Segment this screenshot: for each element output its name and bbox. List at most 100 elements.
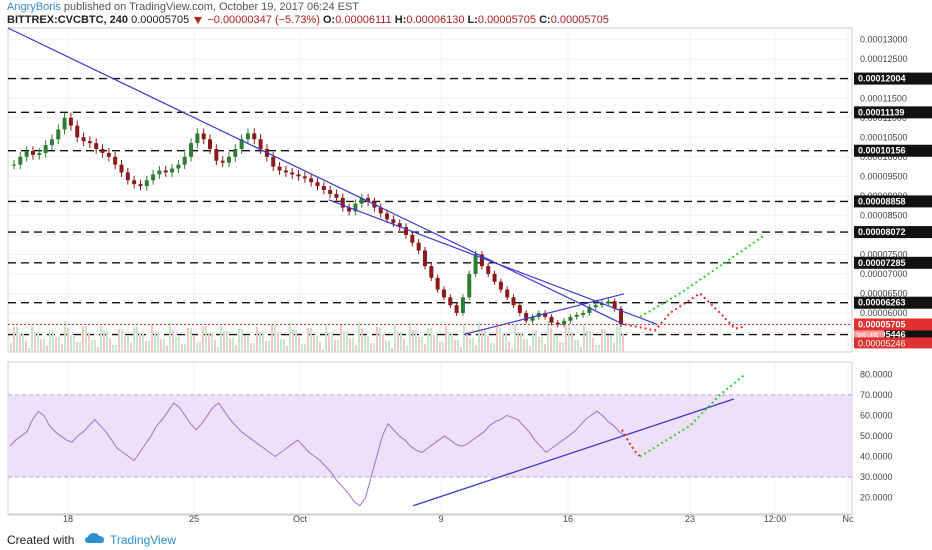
volume-bar — [406, 346, 408, 352]
volume-bar — [601, 329, 603, 352]
volume-bar — [139, 334, 141, 352]
trendline — [463, 293, 625, 336]
candle-body — [138, 184, 143, 187]
volume-bar — [31, 325, 33, 352]
volume-bar — [226, 331, 228, 352]
candle-body — [43, 145, 48, 153]
candle-body — [163, 170, 168, 173]
candle-body — [106, 152, 111, 157]
volume-bar — [208, 333, 210, 352]
volume-bar — [118, 329, 120, 352]
volume-bar — [370, 343, 372, 352]
volume-bar — [520, 332, 522, 352]
high-value: 0.00006130 — [406, 14, 465, 26]
volume-bar — [265, 341, 267, 352]
price-tick-label: 0.00006000 — [860, 308, 908, 318]
candle-body — [524, 312, 529, 321]
x-tick-label: 25 — [189, 514, 199, 524]
chart-canvas[interactable]: 0.000130000.000125000.000120000.00011500… — [0, 0, 932, 526]
candle-body — [404, 227, 409, 235]
volume-bar — [247, 336, 249, 352]
candle-body — [416, 242, 421, 251]
candle-body — [144, 180, 149, 187]
volume-bar — [400, 332, 402, 352]
volume-bar — [394, 325, 396, 352]
volume-bar — [34, 332, 36, 352]
volume-bar — [73, 335, 75, 352]
volume-bar — [595, 345, 597, 352]
candle-body — [157, 170, 162, 175]
volume-bar — [550, 328, 552, 352]
tradingview-logo-icon — [85, 533, 104, 543]
volume-bar — [256, 327, 258, 352]
volume-bar — [145, 341, 147, 352]
volume-bar — [424, 344, 426, 352]
volume-bar — [391, 348, 393, 352]
candle-body — [397, 223, 402, 228]
volume-bar — [547, 321, 549, 352]
author-link[interactable]: AngryBoris — [7, 1, 61, 13]
candle-body — [12, 164, 16, 166]
x-tick-label: Oct — [293, 514, 308, 524]
volume-bar — [127, 336, 129, 352]
volume-bar — [529, 346, 531, 352]
bottom-label: 0.00005246 — [858, 338, 906, 348]
volume-bar — [517, 332, 519, 352]
published-text: published on TradingView.com, October 19… — [63, 1, 360, 13]
volume-bar — [604, 329, 606, 352]
volume-bar — [10, 343, 12, 352]
volume-bar — [325, 326, 327, 352]
candle-body — [385, 213, 390, 220]
candle-body — [113, 156, 118, 165]
level-label: 0.00010156 — [858, 146, 906, 156]
level-label: 0.00008858 — [858, 196, 906, 206]
volume-bar — [172, 330, 174, 352]
candles — [12, 112, 623, 328]
x-tick-label: Nc — [843, 514, 854, 524]
volume-bar — [421, 337, 423, 352]
volume-bar — [571, 333, 573, 352]
volume-bar — [466, 331, 468, 352]
volume-bar — [397, 332, 399, 352]
candle-body — [226, 156, 231, 163]
trendline — [328, 199, 659, 326]
volume-bar — [112, 345, 114, 352]
price-change: −0.00000347 (−5.73%) — [207, 14, 320, 26]
candle-body — [37, 152, 42, 155]
volume-bar — [115, 345, 117, 352]
volume-bar — [580, 347, 582, 352]
candle-body — [429, 266, 434, 278]
volume-bar — [511, 348, 513, 352]
candle-body — [359, 197, 364, 204]
volume-bar — [244, 336, 246, 352]
candle-body — [290, 172, 295, 175]
volume-bar — [235, 345, 237, 352]
candle-body — [24, 150, 29, 157]
candle-body — [391, 219, 396, 224]
volume-bar — [250, 343, 252, 352]
level-badge — [854, 195, 932, 208]
volume-bar — [193, 335, 195, 352]
low-label: L: — [467, 14, 478, 26]
candle-body — [94, 143, 99, 150]
tradingview-brand[interactable]: TradingView — [110, 533, 177, 547]
volume-bar — [610, 336, 612, 352]
volume-bar — [442, 342, 444, 352]
volume-bar — [94, 340, 96, 352]
candle-body — [328, 190, 333, 194]
candle-body — [460, 297, 465, 313]
rsi-band — [8, 394, 852, 478]
last-price: 0.00005705 — [131, 14, 190, 26]
volume-bar — [505, 334, 507, 352]
candle-body — [283, 170, 288, 173]
volume-bar — [475, 345, 477, 352]
volume-bar — [229, 338, 231, 352]
x-tick-label: 9 — [438, 514, 443, 524]
volume-bar — [133, 327, 135, 352]
level-badge — [854, 296, 932, 309]
volume-bar — [304, 344, 306, 352]
candle-body — [208, 139, 213, 150]
countdown-label: 35:45 — [856, 331, 879, 341]
candle-body — [56, 129, 61, 140]
candle-body — [334, 193, 339, 198]
